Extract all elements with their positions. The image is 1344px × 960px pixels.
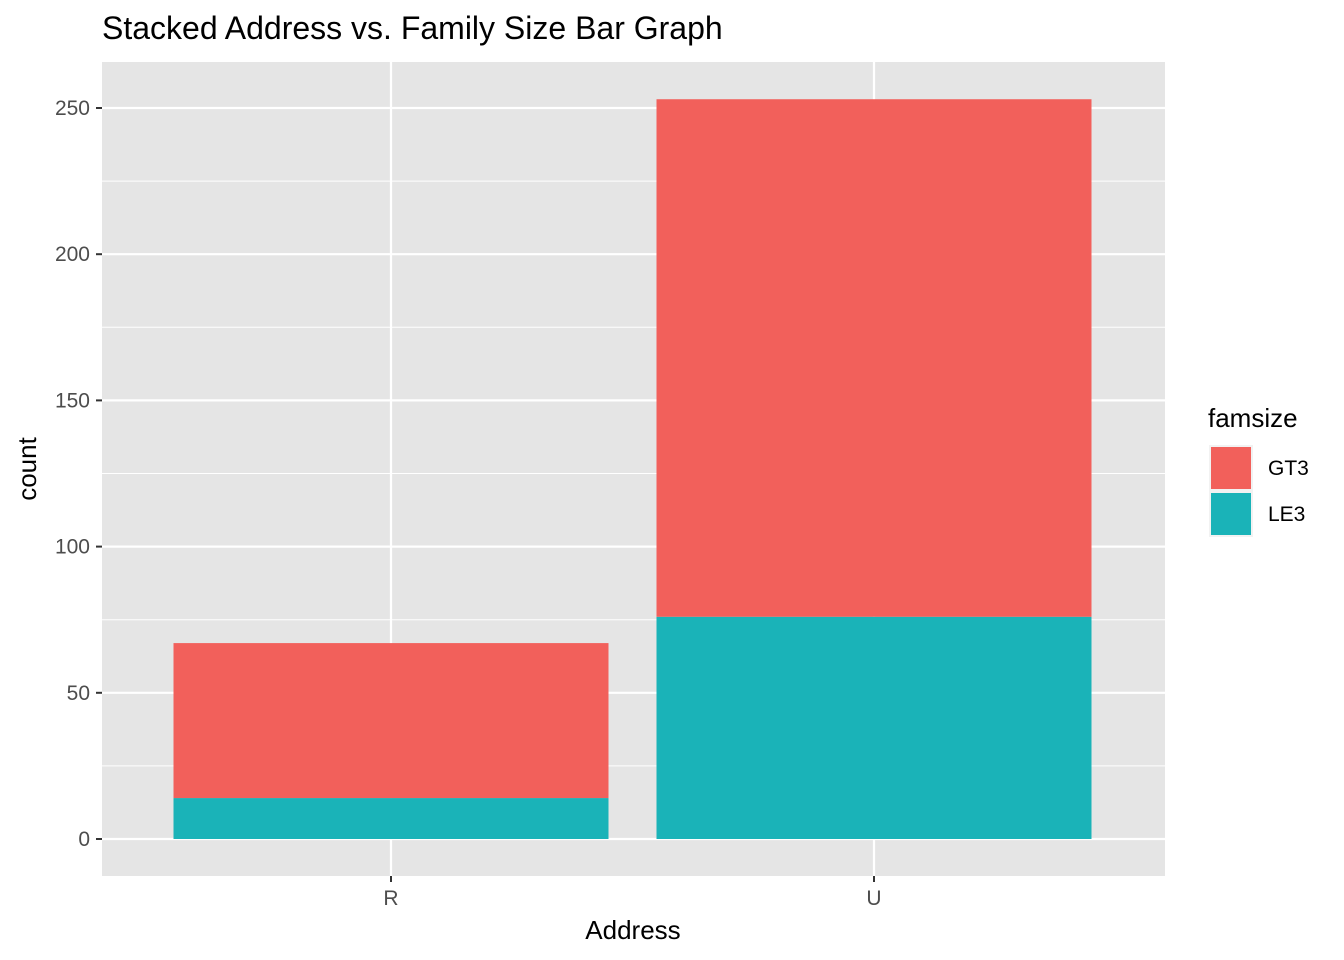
x-axis-title: Address (585, 915, 680, 945)
bar-R-GT3 (173, 643, 609, 799)
x-tick-label: R (383, 887, 398, 910)
y-tick-label: 200 (55, 243, 90, 266)
legend-title: famsize (1208, 403, 1298, 433)
y-tick-label: 100 (55, 536, 90, 559)
legend-label-GT3: GT3 (1268, 457, 1309, 480)
y-tick-label: 50 (67, 682, 90, 705)
legend-key-GT3 (1211, 447, 1251, 489)
bars (173, 99, 1092, 839)
legend: famsize GT3 LE3 (1208, 403, 1309, 537)
legend-label-LE3: LE3 (1268, 503, 1305, 526)
y-tick-label: 150 (55, 389, 90, 412)
bar-U-LE3 (656, 616, 1092, 839)
y-axis: 0 50 100 150 200 250 (55, 97, 102, 851)
x-tick-label: U (866, 887, 881, 910)
bar-U-GT3 (656, 99, 1092, 617)
y-tick-label: 0 (78, 828, 90, 851)
y-tick-label: 250 (55, 97, 90, 120)
y-axis-title: count (12, 436, 42, 500)
legend-key-LE3 (1211, 493, 1251, 535)
chart-title: Stacked Address vs. Family Size Bar Grap… (102, 10, 723, 46)
bar-R-LE3 (173, 798, 609, 839)
